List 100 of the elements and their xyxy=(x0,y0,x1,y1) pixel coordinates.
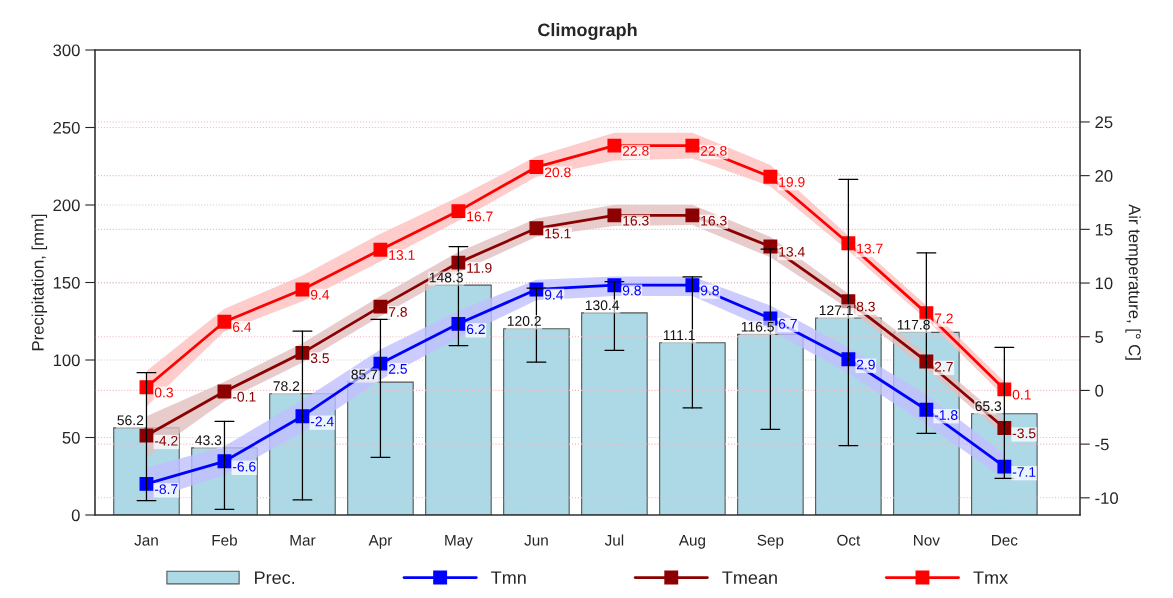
data-label: 16.3 xyxy=(701,215,727,226)
data-label: 2.7 xyxy=(934,361,953,372)
data-label: 7.2 xyxy=(934,313,953,324)
data-label: 13.4 xyxy=(779,246,805,257)
data-label: 127.1 xyxy=(819,305,853,316)
x-tick-label: Oct xyxy=(837,534,861,546)
data-label: -0.1 xyxy=(232,391,256,402)
data-label: -3.5 xyxy=(1012,428,1036,439)
data-label: 85.7 xyxy=(351,369,378,380)
y2-tick-label: 25 xyxy=(1095,116,1113,129)
data-label: 56.2 xyxy=(117,415,144,426)
y-tick-label: 50 xyxy=(62,431,80,444)
x-tick-label: Dec xyxy=(992,535,1018,546)
point xyxy=(607,138,622,153)
data-label: 9.8 xyxy=(622,285,641,296)
point xyxy=(997,421,1012,435)
point xyxy=(919,306,934,321)
bar xyxy=(347,381,414,515)
x-tick-label: Aug xyxy=(678,535,705,549)
data-label: 120.2 xyxy=(507,316,541,326)
legend-label: Prec. xyxy=(255,571,295,585)
data-label: 130.4 xyxy=(585,300,620,311)
legend-label: Tmx xyxy=(973,571,1008,584)
point xyxy=(451,204,466,219)
chart-title: Climograph xyxy=(538,23,637,40)
data-label: 65.3 xyxy=(975,401,1002,412)
y-tick-label: 100 xyxy=(53,354,80,367)
x-tick-label: Jun xyxy=(524,535,548,546)
point xyxy=(529,160,544,175)
data-label: 148.3 xyxy=(429,272,463,283)
y-tick-label: 150 xyxy=(53,276,80,289)
y-tick-label: 0 xyxy=(71,509,80,522)
point xyxy=(997,459,1012,474)
data-label: 6.2 xyxy=(466,324,485,335)
data-label: 2.5 xyxy=(388,363,407,374)
bar xyxy=(737,333,804,515)
data-label: 13.7 xyxy=(857,243,883,254)
data-label: 2.9 xyxy=(856,359,875,370)
y2-tick-label: 20 xyxy=(1095,170,1113,182)
y2-tick-label: 5 xyxy=(1095,331,1104,343)
y-tick-label: 200 xyxy=(53,199,80,212)
data-label: 43.3 xyxy=(195,435,222,446)
y2-axis-title: Air temperature, [° C] xyxy=(1125,204,1141,360)
x-tick-label: May xyxy=(445,535,473,549)
data-label: 19.9 xyxy=(779,177,805,187)
legend-label: Tmean xyxy=(722,571,777,585)
data-label: 6.7 xyxy=(778,318,797,329)
data-label: -6.6 xyxy=(232,461,256,472)
data-label: 0.1 xyxy=(1012,389,1031,400)
point xyxy=(529,221,544,236)
data-label: 0.3 xyxy=(154,387,173,398)
point xyxy=(763,169,778,184)
data-label: -8.7 xyxy=(154,484,178,495)
y-tick-label: 300 xyxy=(53,44,80,57)
point xyxy=(919,354,934,369)
point xyxy=(451,316,466,331)
data-label: -2.4 xyxy=(310,416,334,427)
data-label: 78.2 xyxy=(273,381,300,392)
point xyxy=(217,314,232,329)
data-label: 20.8 xyxy=(544,167,571,178)
point xyxy=(919,402,934,417)
y2-tick-label: 15 xyxy=(1095,223,1113,236)
data-label: 16.3 xyxy=(623,215,649,226)
point xyxy=(373,299,388,314)
point xyxy=(685,278,700,293)
data-label: -4.2 xyxy=(154,435,178,446)
x-tick-label: Jan xyxy=(134,535,158,546)
data-label: -1.8 xyxy=(934,410,958,420)
point xyxy=(841,352,856,367)
y-axis-title: Precipitation, [mm] xyxy=(31,214,48,351)
y2-tick-label: -10 xyxy=(1095,492,1119,505)
data-label: 111.1 xyxy=(663,330,695,340)
point xyxy=(841,236,856,251)
x-tick-label: Nov xyxy=(914,535,940,546)
data-label: 22.8 xyxy=(700,145,727,156)
bar xyxy=(581,312,648,515)
data-label: 9.8 xyxy=(700,285,719,296)
data-label: 16.7 xyxy=(467,211,493,222)
y2-tick-label: 10 xyxy=(1095,277,1113,290)
y2-tick-label: -5 xyxy=(1095,438,1109,451)
data-label: 7.8 xyxy=(388,307,407,317)
point xyxy=(451,255,466,270)
data-label: 116.5 xyxy=(741,321,774,332)
x-tick-label: Feb xyxy=(212,534,237,546)
data-label: 22.8 xyxy=(622,145,649,156)
legend-label: Tmn xyxy=(491,571,526,584)
y2-tick-label: 0 xyxy=(1095,384,1104,397)
y-tick-label: 250 xyxy=(53,121,80,134)
data-label: 13.1 xyxy=(389,250,415,260)
data-label: 6.4 xyxy=(232,322,252,332)
data-label: -7.1 xyxy=(1012,467,1036,477)
point xyxy=(373,242,388,257)
x-tick-label: Mar xyxy=(290,535,316,546)
point xyxy=(997,382,1012,397)
data-label: 117.8 xyxy=(897,319,930,330)
point xyxy=(685,208,700,223)
data-label: 8.3 xyxy=(856,301,875,312)
data-label: 15.1 xyxy=(545,228,571,239)
data-label: 9.4 xyxy=(544,289,564,300)
x-tick-label: Apr xyxy=(368,535,393,549)
